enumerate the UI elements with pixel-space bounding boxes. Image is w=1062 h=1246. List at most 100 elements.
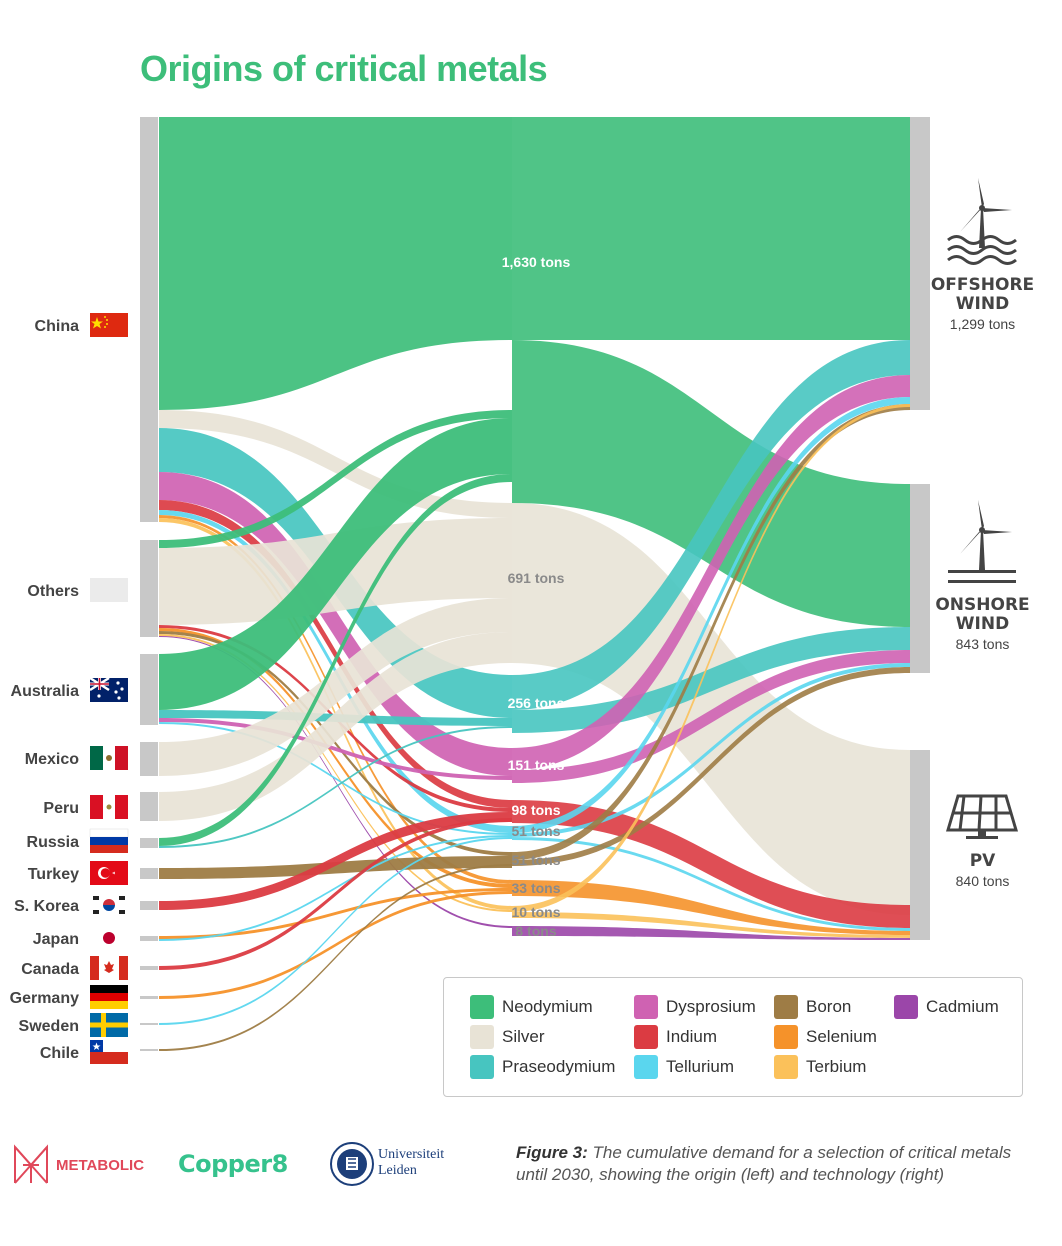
flow-australia-to-dysprosium [159, 718, 512, 780]
copper8-logo: Copper8 [178, 1150, 288, 1178]
country-label-turkey: Turkey [28, 866, 79, 883]
country-label-mexico: Mexico [25, 751, 79, 768]
metal-tons-dysprosium: 151 tons [508, 757, 565, 773]
flag-japan-icon [90, 926, 128, 950]
flow-chile-to-boron [159, 864, 512, 1051]
solar-panel-icon [945, 794, 1019, 839]
node-bar-canada [140, 966, 158, 970]
tech-name: PV [969, 851, 996, 871]
flow-praseodymium-to-tech-1 [512, 340, 910, 710]
tech-name-line2: WIND [955, 614, 1010, 634]
country-label-russia: Russia [27, 834, 80, 851]
legend-label: Tellurium [666, 1057, 735, 1076]
node-bar-mexico [140, 742, 158, 776]
metabolic-logo: METABOLIC [12, 1143, 162, 1190]
country-label-sweden: Sweden [19, 1018, 79, 1035]
legend-swatch [470, 995, 494, 1019]
legend-label: Praseodymium [502, 1057, 616, 1076]
flow-russia-to-praseodymium [159, 726, 512, 848]
flow-sweden-to-tellurium [159, 837, 512, 1025]
flow-japan-to-tellurium [159, 835, 512, 941]
tech-tons: 843 tons [955, 636, 1010, 652]
node-bar-sweden [140, 1023, 158, 1025]
tech-label-3: PV 840 tons [930, 851, 1035, 890]
legend-item-tellurium: Tellurium [634, 1055, 734, 1079]
legend-swatch [634, 995, 658, 1019]
legend-label: Boron [806, 997, 852, 1016]
metal-tons-boron: 51 tons [511, 852, 560, 868]
flag-chile-icon [90, 1040, 128, 1064]
metal-tons-selenium: 33 tons [511, 880, 560, 896]
flag-peru-icon [90, 795, 128, 819]
flow-tellurium-to-tech-2 [512, 663, 910, 837]
country-label-peru: Peru [43, 800, 79, 817]
tech-tons: 1,299 tons [949, 316, 1016, 332]
node-bar-chile [140, 1049, 158, 1051]
chart-title: Origins of critical metals [140, 48, 548, 89]
country-label-chile: Chile [40, 1045, 79, 1062]
flow-tellurium-to-tech-3 [512, 837, 910, 931]
legend-swatch [774, 1055, 798, 1079]
node-bar-others [140, 540, 158, 637]
flows-layer [159, 117, 910, 1051]
flow-germany-to-selenium [159, 891, 512, 999]
flag-russia-icon [89, 828, 129, 853]
country-label-japan: Japan [33, 931, 79, 948]
flow-boron-to-tech-2 [512, 667, 910, 866]
flow-terbium-to-tech-1 [512, 404, 910, 912]
flag-australia-icon [89, 676, 128, 702]
node-bar-russia [140, 838, 158, 848]
flow-others-to-cadmium [159, 636, 512, 928]
tech-name: ONSHORE [935, 595, 1030, 615]
country-label-australia: Australia [11, 683, 80, 700]
node-bar-australia [140, 654, 158, 725]
flow-boron-to-tech-1 [512, 404, 910, 860]
tech-tons: 840 tons [955, 873, 1010, 889]
country-label-canada: Canada [21, 961, 79, 978]
copper8-text: Copper8 [178, 1150, 288, 1178]
legend-label: Dysprosium [666, 997, 756, 1016]
flag-s-korea-icon [90, 893, 128, 917]
tech-node-bar-2 [910, 484, 930, 673]
node-bar-japan [140, 936, 158, 941]
legend-item-selenium: Selenium [774, 1025, 877, 1049]
labels-layer: China Others Australia Mexico Peru Russia Turk… [10, 254, 571, 1062]
metal-tons-praseodymium: 256 tons [508, 695, 565, 711]
flow-indium-to-tech-3 [512, 800, 910, 928]
flow-others-to-selenium [159, 628, 512, 888]
legend-item-neodymium: Neodymium [470, 995, 593, 1019]
metal-tons-silver: 691 tons [508, 570, 565, 586]
leiden-line2: Leiden [378, 1163, 417, 1178]
legend-label: Indium [666, 1027, 718, 1046]
legend-item-cadmium: Cadmium [894, 995, 999, 1019]
metal-tons-cadmium: 8 tons [515, 923, 556, 939]
metabolic-text: METABOLIC [56, 1157, 144, 1174]
flow-china-to-silver [159, 410, 512, 518]
tech-label-1: OFFSHORE WIND 1,299 tons [930, 276, 1035, 333]
legend-swatch [774, 995, 798, 1019]
legend-swatch [470, 1025, 494, 1049]
flow-tellurium-to-tech-1 [512, 397, 910, 833]
legend-label: Cadmium [926, 997, 999, 1016]
flag-turkey-icon [90, 861, 128, 885]
metabolic-mark: METABOLIC [14, 1144, 144, 1184]
nodes-layer [140, 117, 930, 1051]
flow-cadmium-to-tech-3 [512, 926, 910, 940]
flag-others-icon [90, 578, 128, 602]
metal-tons-indium: 98 tons [511, 802, 560, 818]
flags-layer [89, 313, 129, 1064]
flow-australia-to-tellurium [159, 722, 512, 835]
offshore-wind-turbine-icon [947, 178, 1017, 265]
country-label-china: China [35, 318, 80, 335]
legend-swatch [470, 1055, 494, 1079]
flow-s-korea-to-indium [159, 812, 512, 910]
flow-china-to-dysprosium [159, 472, 512, 776]
legend-swatch [774, 1025, 798, 1049]
flow-others-to-neodymium [159, 410, 512, 548]
caption-text: The cumulative demand for a selection of… [516, 1143, 1012, 1184]
flow-peru-to-silver [159, 632, 512, 821]
legend-swatch [634, 1055, 658, 1079]
legend-label: Neodymium [502, 997, 593, 1016]
node-bar-peru [140, 792, 158, 821]
leiden-logo: Universiteit Leiden [330, 1138, 460, 1197]
